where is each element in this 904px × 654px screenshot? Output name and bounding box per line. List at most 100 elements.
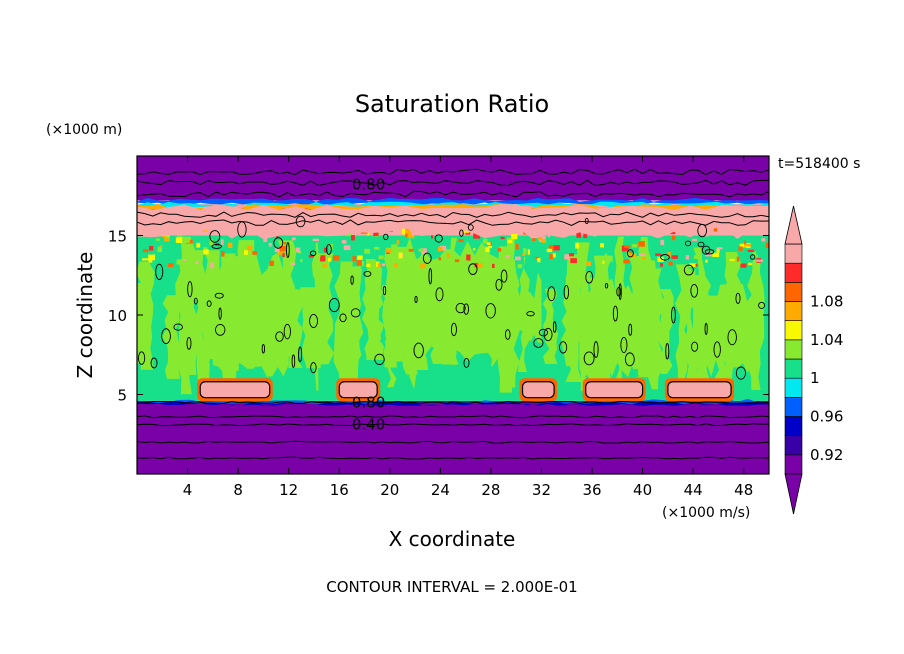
speckle bbox=[209, 238, 213, 245]
contour-loop bbox=[665, 342, 670, 360]
x-tick-label: 20 bbox=[380, 481, 399, 499]
contour-line bbox=[137, 456, 769, 460]
contour-loop bbox=[563, 284, 570, 300]
speckle bbox=[712, 252, 720, 257]
plume bbox=[683, 268, 695, 357]
plume bbox=[178, 262, 200, 375]
speckle bbox=[291, 237, 296, 241]
colorbar-swatch bbox=[784, 320, 803, 341]
contour-loop bbox=[468, 263, 478, 275]
speckle bbox=[167, 263, 174, 267]
speckle bbox=[176, 259, 184, 265]
speckle bbox=[553, 245, 560, 251]
speckle bbox=[765, 242, 769, 249]
speckle bbox=[549, 254, 554, 259]
speckle bbox=[485, 246, 490, 253]
speckle bbox=[755, 232, 762, 236]
contour-loop bbox=[684, 240, 692, 247]
speckle bbox=[320, 255, 326, 260]
contour-label: 0.80 bbox=[352, 393, 385, 411]
speckle bbox=[418, 248, 424, 252]
speckle bbox=[374, 246, 380, 250]
y-unit-label: (×1000 m) bbox=[46, 122, 122, 138]
speckle bbox=[472, 248, 476, 251]
speckle bbox=[546, 248, 553, 253]
time-label: t=518400 s bbox=[778, 156, 860, 172]
contour-loop bbox=[467, 224, 474, 231]
speckle bbox=[660, 239, 665, 246]
speckle bbox=[631, 244, 638, 248]
speckle bbox=[505, 255, 510, 259]
contour-loop bbox=[328, 297, 340, 313]
y-axis-label: Z coordinate bbox=[73, 252, 97, 379]
green-region bbox=[402, 237, 504, 362]
speckle bbox=[268, 242, 272, 247]
speckle bbox=[269, 260, 274, 267]
speckle bbox=[282, 252, 285, 258]
layer-purple-bottom bbox=[137, 400, 769, 474]
speckle bbox=[752, 251, 757, 256]
speckle bbox=[227, 263, 234, 269]
speckle bbox=[497, 248, 502, 252]
contour-label: 0.80 bbox=[352, 176, 385, 194]
speckle bbox=[693, 255, 698, 259]
contour-line bbox=[137, 190, 769, 198]
speckle bbox=[736, 256, 740, 262]
speckle bbox=[366, 263, 371, 267]
speckle bbox=[357, 255, 363, 260]
speckle bbox=[629, 255, 634, 261]
contour-loop bbox=[374, 353, 385, 366]
speckle bbox=[454, 259, 460, 263]
contour-loop bbox=[701, 245, 711, 255]
speckle bbox=[376, 261, 380, 267]
contour-loop bbox=[155, 263, 164, 280]
colorbar-label: 1.04 bbox=[810, 331, 843, 349]
speckle bbox=[420, 263, 426, 269]
speckle bbox=[515, 243, 519, 250]
contour-loop bbox=[291, 354, 296, 368]
plume bbox=[381, 285, 397, 368]
colorbar-label: 1.08 bbox=[810, 293, 843, 311]
speckle bbox=[352, 256, 357, 262]
speckle bbox=[638, 241, 645, 247]
speckle bbox=[486, 251, 490, 254]
contour-loop bbox=[339, 313, 347, 323]
contour-loop bbox=[690, 283, 699, 298]
green-region bbox=[212, 251, 289, 377]
colorbar-label: 0.92 bbox=[810, 446, 843, 464]
green-region bbox=[490, 267, 542, 347]
contour-loop bbox=[495, 278, 503, 291]
speckle bbox=[569, 253, 574, 257]
chart-title: Saturation Ratio bbox=[355, 90, 549, 118]
speckle bbox=[213, 252, 220, 255]
speckle bbox=[748, 262, 753, 266]
speckle bbox=[713, 226, 718, 232]
speckle bbox=[586, 261, 592, 267]
speckle bbox=[466, 254, 471, 261]
contour-loop bbox=[660, 254, 670, 261]
speckle bbox=[351, 235, 355, 241]
speckle bbox=[295, 247, 301, 253]
contour-loop bbox=[584, 217, 589, 225]
contour-loop bbox=[209, 230, 221, 243]
contour-loop bbox=[504, 329, 511, 340]
x-axis-label: X coordinate bbox=[389, 527, 516, 551]
speckle bbox=[744, 240, 747, 246]
contour-loop bbox=[298, 346, 303, 363]
speckle bbox=[283, 242, 286, 245]
speckle bbox=[221, 251, 225, 257]
speckle bbox=[570, 258, 577, 264]
speckle bbox=[605, 253, 608, 259]
contour-loop bbox=[310, 362, 317, 374]
speckle bbox=[381, 263, 386, 267]
layer-purple-top bbox=[137, 156, 769, 201]
contour-loop bbox=[616, 287, 622, 297]
speckle bbox=[600, 243, 605, 248]
speckle bbox=[576, 232, 581, 238]
speckle bbox=[756, 259, 764, 262]
x-tick-label: 12 bbox=[279, 481, 298, 499]
lens bbox=[338, 381, 378, 399]
speckle bbox=[149, 245, 154, 251]
speckle bbox=[155, 238, 160, 241]
speckle bbox=[195, 261, 199, 264]
